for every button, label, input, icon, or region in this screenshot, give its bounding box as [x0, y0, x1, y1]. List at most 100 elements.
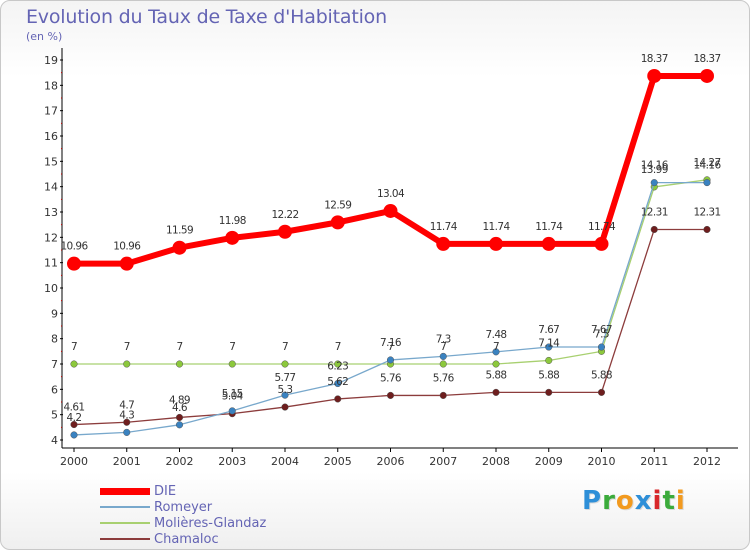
data-point: [281, 391, 289, 399]
data-label: 11.74: [482, 221, 510, 233]
data-point: [597, 343, 606, 351]
line-chart: 4 5 6 7 8 9 10 11 12 13 14 15 16 17 18 19 2000 2001 2002 20…: [44, 48, 738, 468]
legend-swatch: [100, 522, 150, 524]
logo-letter: i: [675, 486, 686, 516]
data-point: [175, 360, 184, 368]
data-label: 7.67: [538, 324, 559, 336]
data-point: [175, 413, 184, 422]
data-label: 7: [440, 341, 446, 353]
data-label: 4.89: [169, 394, 190, 406]
data-point: [545, 343, 553, 351]
legend-label: Chamaloc: [154, 532, 219, 547]
data-label: 5.76: [433, 372, 455, 384]
data-label: 11.59: [166, 225, 193, 237]
data-label: 4.3: [119, 409, 134, 421]
data-point: [228, 407, 236, 415]
data-label: 5.3: [278, 384, 293, 396]
data-point: [439, 352, 447, 360]
data-label: 7: [176, 341, 182, 353]
data-point: [594, 236, 609, 251]
data-point: [123, 418, 131, 426]
logo-letter: t: [662, 486, 676, 516]
x-tick-label: 2009: [535, 455, 563, 468]
data-label: 4.61: [64, 402, 85, 414]
y-tick-label: 7: [51, 358, 58, 371]
x-tick-label: 2000: [60, 455, 88, 468]
data-label: 13.99: [641, 164, 668, 176]
data-point: [228, 360, 236, 368]
data-label: 7.5: [594, 328, 609, 340]
data-point: [703, 225, 711, 234]
legend-label: Romeyer: [154, 500, 213, 515]
proxiti-logo: Proxiti: [582, 486, 686, 516]
legend-label: Molières-Glandaz: [154, 516, 267, 531]
data-point: [67, 256, 81, 271]
legend-swatch: [100, 538, 150, 540]
data-label: 11.74: [430, 221, 458, 233]
y-tick-label: 13: [44, 206, 58, 219]
data-label: 7.14: [538, 337, 560, 349]
logo-letter: P: [582, 486, 603, 516]
x-tick-label: 2011: [640, 455, 668, 468]
data-point: [278, 224, 292, 239]
data-point: [119, 256, 134, 271]
data-point: [597, 388, 606, 396]
data-label: 7.67: [591, 324, 612, 336]
data-label: 18.37: [693, 53, 720, 65]
data-label: 7: [282, 341, 288, 353]
y-tick-label: 14: [44, 181, 58, 194]
logo-letter: r: [602, 486, 616, 516]
y-tick-label: 16: [44, 130, 58, 143]
data-point: [541, 236, 556, 251]
y-tick-label: 19: [44, 54, 58, 67]
data-point: [545, 388, 553, 396]
y-tick-label: 15: [44, 155, 58, 168]
data-label: 7.48: [486, 329, 507, 341]
legend-swatch: [100, 506, 150, 508]
data-point: [492, 388, 500, 396]
y-tick-label: 8: [51, 333, 58, 346]
data-point: [334, 379, 342, 388]
data-point: [492, 348, 500, 356]
data-point: [700, 68, 714, 83]
data-label: 10.96: [60, 241, 88, 253]
data-point: [436, 236, 451, 251]
data-label: 7: [387, 341, 393, 353]
data-point: [439, 360, 447, 368]
data-point: [225, 230, 240, 245]
y-tick-label: 6: [51, 383, 58, 396]
data-label: 18.37: [641, 53, 668, 65]
legend-swatch: [100, 488, 150, 495]
data-point: [70, 431, 78, 439]
data-label: 7: [71, 341, 77, 353]
data-label: 5.88: [538, 369, 559, 381]
x-tick-label: 2006: [377, 455, 405, 468]
y-tick-label: 4: [51, 434, 58, 447]
data-point: [123, 360, 131, 368]
data-label: 5.88: [486, 369, 507, 381]
data-point: [172, 240, 187, 255]
data-point: [175, 421, 184, 429]
data-label: 14.16: [693, 160, 721, 172]
data-label: 12.31: [693, 206, 720, 218]
y-tick-label: 18: [44, 79, 58, 92]
data-label: 5.62: [327, 376, 348, 388]
x-tick-label: 2002: [166, 455, 194, 468]
x-tick-label: 2004: [271, 455, 299, 468]
data-point: [545, 356, 553, 365]
data-point: [386, 391, 395, 399]
data-point: [650, 179, 658, 187]
data-point: [70, 360, 78, 368]
x-tick-label: 2010: [588, 455, 616, 468]
y-tick-label: 10: [44, 282, 58, 295]
logo-letter: i: [652, 486, 663, 516]
data-label: 6.23: [327, 361, 348, 373]
y-tick-label: 9: [51, 307, 58, 320]
data-point: [703, 179, 711, 187]
data-point: [489, 236, 503, 251]
data-label: 12.31: [641, 206, 668, 218]
x-tick-label: 2007: [429, 455, 457, 468]
data-label: 7: [229, 341, 235, 353]
y-axis-unit: (en %): [26, 30, 63, 43]
data-point: [650, 225, 658, 234]
